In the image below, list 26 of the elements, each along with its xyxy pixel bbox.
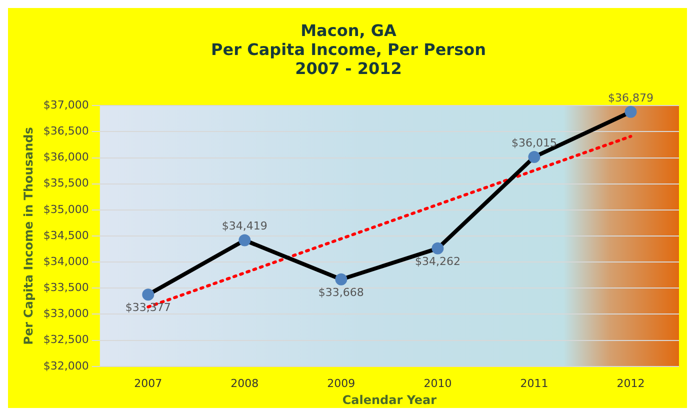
y-tick-label: $33,000: [43, 307, 89, 320]
data-label: $36,879: [608, 91, 654, 104]
y-tick-label: $35,000: [43, 202, 89, 216]
y-tick-label: $32,000: [43, 359, 89, 372]
chart-title: Macon, GA Per Capita Income, Per Person 2007 - 2012: [211, 20, 486, 78]
y-tick-label: $34,500: [43, 228, 89, 242]
x-tick-label: 2007: [134, 376, 162, 390]
data-label: $36,015: [511, 136, 557, 150]
data-label: $34,262: [414, 254, 460, 268]
y-tick-label: $37,000: [43, 98, 89, 112]
y-tick-label: $36,500: [43, 124, 89, 138]
y-tick-label: $34,000: [43, 254, 89, 268]
x-tick-label: 2011: [520, 376, 548, 390]
x-tick-label: 2009: [327, 376, 356, 390]
y-tick-label: $36,000: [43, 150, 89, 164]
y-tick-label: $35,500: [43, 176, 89, 190]
y-tick-label: $32,500: [43, 333, 89, 346]
x-tick-label: 2010: [424, 376, 452, 390]
data-label: $33,377: [125, 300, 171, 314]
x-tick-label: 2008: [230, 376, 259, 390]
y-axis-title: Per Capita Income in Thousands: [21, 127, 36, 345]
data-label: $34,419: [222, 220, 268, 233]
x-axis-title: Calendar Year: [342, 392, 437, 407]
data-label: $33,668: [318, 286, 364, 299]
x-tick-label: 2012: [616, 376, 645, 390]
y-tick-label: $33,500: [43, 281, 89, 294]
